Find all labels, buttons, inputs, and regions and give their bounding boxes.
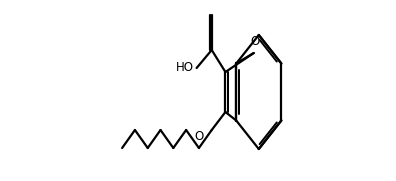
- Text: HO: HO: [176, 62, 194, 75]
- Text: O: O: [250, 35, 259, 49]
- Text: O: O: [194, 130, 204, 143]
